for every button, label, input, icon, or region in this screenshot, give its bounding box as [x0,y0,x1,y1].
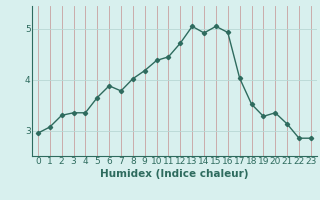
X-axis label: Humidex (Indice chaleur): Humidex (Indice chaleur) [100,169,249,179]
